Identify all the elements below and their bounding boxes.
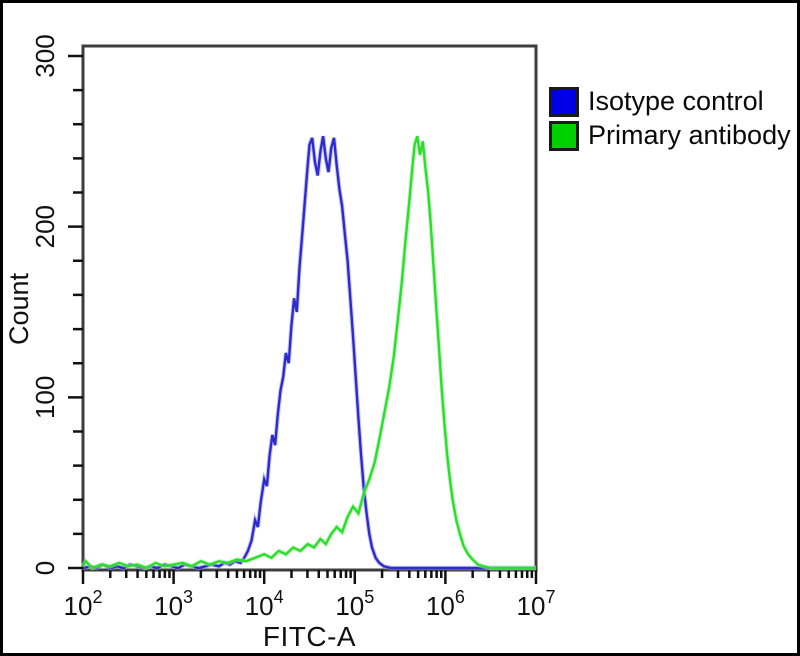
y-tick-label: 100: [30, 376, 60, 419]
y-tick-label: 0: [30, 561, 60, 575]
axis-ticks: [68, 54, 538, 584]
legend-item-primary-antibody: Primary antibody: [549, 120, 791, 151]
x-tick-label: 104: [245, 587, 284, 621]
x-tick-label: 107: [517, 587, 556, 621]
isotype-control-curve-halo: [82, 135, 536, 571]
legend: Isotype control Primary antibody: [549, 86, 791, 151]
legend-item-isotype-control: Isotype control: [549, 86, 791, 117]
x-tick-label: 105: [335, 587, 374, 621]
x-tick-label: 106: [426, 587, 465, 621]
primary-antibody-curve: [81, 135, 536, 570]
x-tick-label: 103: [154, 587, 193, 621]
isotype-control-curve: [82, 135, 536, 570]
primary-antibody-curve-halo: [81, 135, 536, 571]
y-tick-label: 200: [30, 205, 60, 248]
legend-label-primary-antibody: Primary antibody: [588, 120, 791, 151]
primary-antibody-color-swatch: [549, 121, 579, 151]
y-axis-title: Count: [4, 272, 34, 346]
legend-label-isotype-control: Isotype control: [588, 86, 764, 117]
y-tick-label: 300: [30, 34, 60, 77]
x-tick-label: 102: [64, 587, 103, 621]
plot-frame: [81, 44, 538, 572]
isotype-control-color-swatch: [549, 87, 579, 117]
plot-canvas: 102 103 104 105 106 107 0 100 200 300: [30, 34, 556, 621]
x-axis-title: FITC-A: [262, 621, 357, 652]
